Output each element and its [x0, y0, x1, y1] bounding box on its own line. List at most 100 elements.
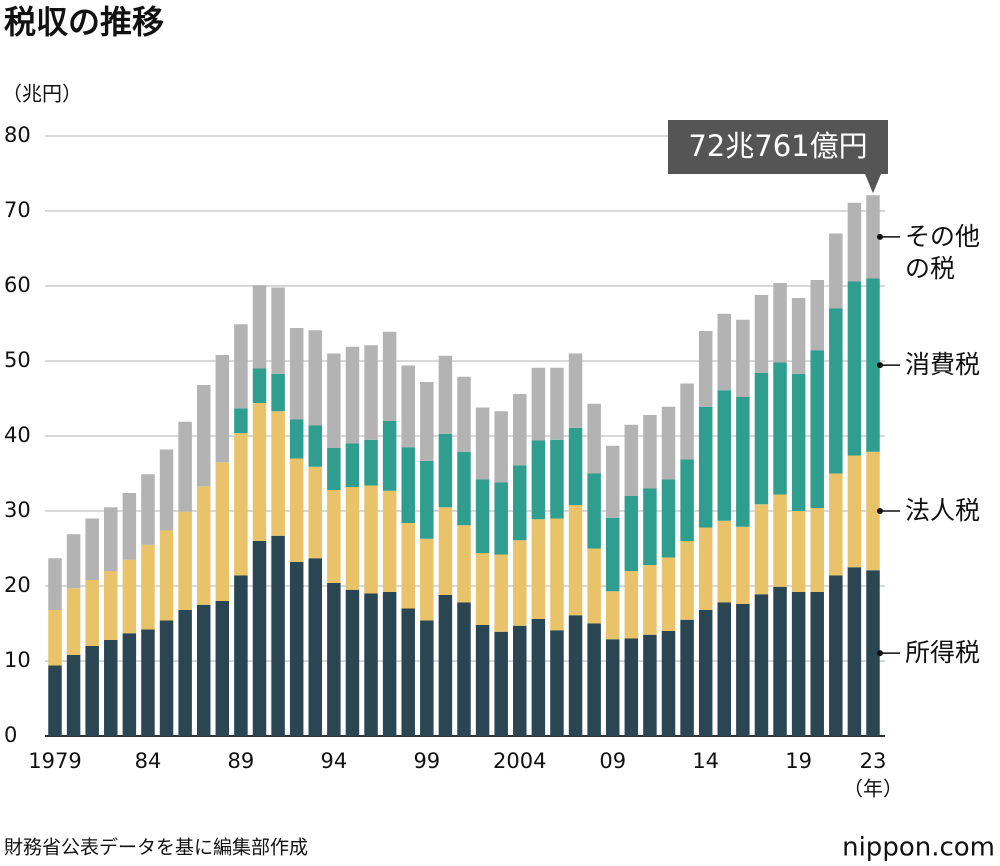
x-axis-label: （年） [843, 777, 903, 801]
bar-segment [605, 517, 620, 592]
bar-segment [736, 319, 750, 397]
bar-segment [680, 383, 694, 460]
bar-segment [698, 331, 713, 407]
bar-segment [587, 548, 601, 624]
bar-segment [271, 373, 285, 412]
bar-segment [234, 408, 248, 433]
bar-segment [345, 589, 360, 736]
bar-segment [513, 540, 527, 626]
bar-segment [364, 439, 378, 486]
bar-segment [791, 511, 806, 592]
bar-segment [141, 629, 155, 736]
bar-segment [457, 602, 471, 736]
bar-segment [531, 519, 546, 619]
bar-segment [754, 594, 769, 736]
chart-title: 税収の推移 [4, 3, 164, 41]
bar-segment [494, 411, 508, 483]
bar-segment [717, 602, 732, 736]
bar-segment [829, 233, 843, 309]
bar-segment [550, 630, 564, 736]
legend-label: 法人税 [905, 496, 981, 525]
bar-segment [866, 451, 880, 571]
bar-segment [643, 565, 657, 635]
bar-segment [494, 554, 508, 632]
bar-segment [234, 575, 248, 736]
bar-segment [104, 507, 118, 571]
bar-segment [308, 558, 323, 736]
y-tick-label: 0 [4, 723, 17, 747]
bar-segment [141, 474, 155, 545]
bar-segment [643, 488, 657, 565]
bar-segment [475, 553, 490, 625]
bar-segment [271, 411, 285, 536]
bar-segment [457, 376, 471, 452]
x-tick-label: 19 [785, 749, 812, 773]
bar-segment [382, 331, 397, 421]
bar-segment [810, 592, 824, 736]
bar-segment [773, 494, 787, 587]
bar-segment [438, 507, 453, 595]
bar-segment [605, 445, 620, 518]
bar-segment [568, 505, 583, 616]
annotation-pointer [865, 174, 881, 194]
bar-segment [550, 439, 564, 519]
x-tick-label: 2004 [493, 749, 546, 773]
bar-segment [847, 567, 862, 736]
bar-segment [122, 633, 137, 736]
bar-segment [104, 571, 118, 640]
bar-segment [531, 440, 546, 520]
bar-segment [698, 610, 713, 736]
bar-segment [829, 473, 843, 576]
bar-segment [791, 298, 806, 374]
bar-segment [345, 487, 360, 590]
bar-segment [234, 433, 248, 576]
bar-segment [48, 610, 62, 666]
bar-segment [159, 620, 174, 736]
bar-segment [252, 403, 267, 541]
bar-segment [810, 508, 824, 592]
bar-segment [196, 604, 211, 736]
bar-segment [252, 368, 267, 403]
bar-segment [271, 287, 285, 374]
bar-segment [661, 557, 676, 631]
bar-segment [717, 313, 732, 391]
bar-segment [605, 639, 620, 736]
bar-segment [289, 419, 304, 459]
bar-segment [624, 424, 639, 496]
bar-segment [661, 631, 676, 736]
bar-segment [475, 479, 490, 553]
bar-segment [717, 390, 732, 521]
bar-segment [531, 619, 546, 736]
y-tick-label: 60 [4, 273, 31, 297]
bar-segment [513, 625, 527, 736]
bar-segment [178, 610, 192, 736]
bar-segment [587, 623, 601, 736]
bar-segment [605, 591, 620, 640]
bar-segment [215, 601, 230, 736]
bar-segment [66, 588, 81, 655]
bar-segment [661, 406, 676, 480]
annotation: 72兆761億円 [688, 129, 867, 163]
bar-segment [122, 493, 137, 560]
bar-segment [401, 523, 415, 609]
x-tick-label: 99 [413, 749, 440, 773]
bar-segment [66, 534, 81, 589]
bar-segment [643, 415, 657, 489]
y-axis-label: （兆円） [2, 82, 82, 106]
bar-segment [85, 518, 99, 580]
bar-segment [587, 403, 601, 474]
bar-segment [364, 485, 378, 594]
bar-segment [327, 448, 341, 490]
x-tick-label: 84 [135, 749, 162, 773]
bar-segment [847, 202, 862, 282]
bar-segment [420, 382, 434, 461]
bar-segment [345, 443, 360, 487]
bar-segment [308, 466, 323, 559]
bar-segment [624, 496, 639, 571]
bar-segment [327, 353, 341, 448]
bar-segment [457, 451, 471, 526]
bar-segment [401, 608, 415, 736]
legend-label: 所得税 [905, 638, 981, 668]
x-tick-label: 1979 [28, 749, 81, 773]
